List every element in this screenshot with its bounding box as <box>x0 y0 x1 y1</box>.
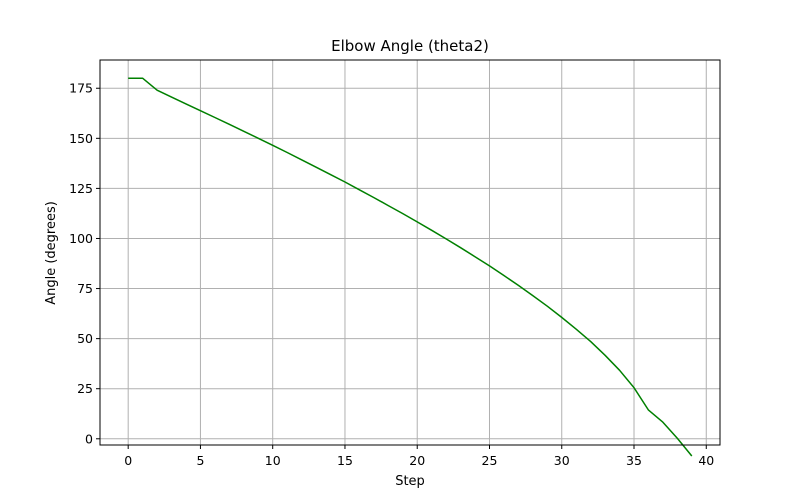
x-tick-label: 35 <box>626 453 642 468</box>
y-tick-label: 175 <box>69 81 93 96</box>
x-tick-label: 25 <box>482 453 498 468</box>
y-tick-label: 0 <box>85 431 93 446</box>
ticks: 0 5 10 15 20 25 30 35 40 0 25 50 75 100 125 150 175 <box>69 81 714 468</box>
grid <box>100 60 720 445</box>
y-tick-label: 50 <box>77 331 93 346</box>
series-layer <box>128 77 693 457</box>
plot-frame <box>99 59 721 446</box>
x-tick-label: 0 <box>124 453 132 468</box>
x-tick-label: 5 <box>196 453 204 468</box>
x-tick-label: 30 <box>554 453 570 468</box>
x-axis-label: Step <box>395 474 425 489</box>
x-tick-label: 40 <box>698 453 714 468</box>
y-tick-label: 25 <box>77 381 93 396</box>
chart-title: Elbow Angle (theta2) <box>331 37 489 55</box>
series-line <box>128 77 693 457</box>
y-tick-label: 125 <box>69 181 93 196</box>
y-tick-label: 75 <box>77 281 93 296</box>
x-tick-label: 15 <box>337 453 353 468</box>
y-axis-label: Angle (degrees) <box>44 201 59 305</box>
x-tick-label: 10 <box>265 453 281 468</box>
y-tick-label: 150 <box>69 131 93 146</box>
y-tick-label: 100 <box>69 231 93 246</box>
x-tick-label: 20 <box>409 453 425 468</box>
